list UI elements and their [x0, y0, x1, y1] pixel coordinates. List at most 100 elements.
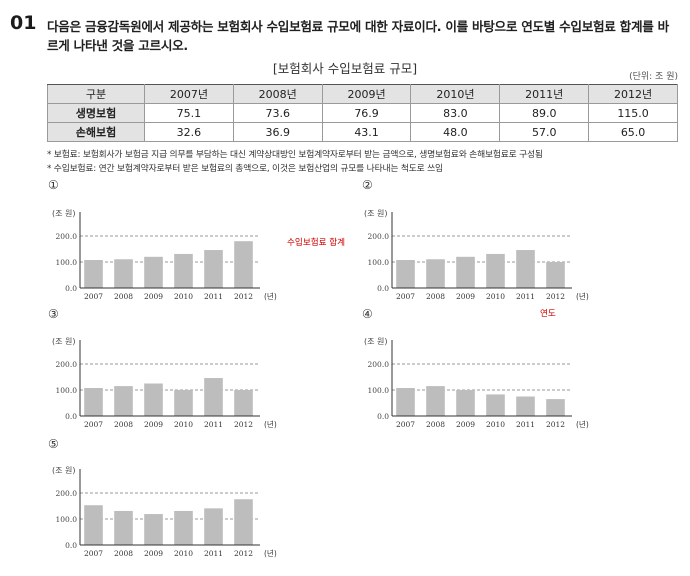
bar [114, 386, 133, 416]
x-tick-label: 2008 [114, 549, 133, 558]
option-number: ① [48, 178, 59, 192]
x-axis-label: (년) [576, 291, 589, 301]
table-cell: 57.0 [499, 122, 590, 142]
option-chart: (조 원) 0.0 100.0 200.0 2007 2008 2009 2010 2011 20… [50, 461, 290, 576]
y-tick-label: 100.0 [368, 386, 390, 395]
footnote: * 보험료: 보험회사가 보험금 지급 의무를 부담하는 대신 계약상대방인 보… [47, 150, 543, 160]
bar [396, 387, 415, 416]
bar [174, 510, 193, 545]
y-tick-label: 0.0 [65, 541, 77, 550]
x-tick-label: 2007 [84, 549, 103, 558]
x-tick-label: 2008 [114, 420, 133, 429]
x-tick-label: 2009 [144, 292, 163, 301]
table-header-year: 2012년 [588, 84, 678, 104]
table-cell: 89.0 [499, 103, 590, 123]
x-tick-label: 2011 [204, 549, 223, 558]
table-header-year: 2007년 [144, 84, 234, 104]
bar-chart-svg: (조 원) 0.0 100.0 200.0 2007 2008 2009 2010 2011 20… [364, 337, 589, 429]
x-tick-label: 2008 [426, 420, 445, 429]
y-axis-label: (조 원) [52, 466, 76, 475]
bar [234, 241, 253, 288]
bar [234, 390, 253, 416]
bar [144, 383, 163, 416]
x-tick-label: 2011 [204, 292, 223, 301]
table-header-row: 구분 2007년 2008년 2009년 2010년 2011년 2012년 [47, 84, 678, 104]
table-cell: 75.1 [144, 103, 234, 123]
x-tick-label: 2010 [174, 420, 193, 429]
bar [84, 259, 103, 288]
y-tick-label: 200.0 [368, 232, 390, 241]
x-tick-label: 2008 [426, 292, 445, 301]
bar [204, 508, 223, 545]
footnote: * 수입보험료: 연간 보험계약자로부터 받은 보험료의 총액으로, 이것은 보… [47, 163, 443, 174]
bar [426, 386, 445, 416]
y-axis-label: (조 원) [364, 337, 388, 346]
bar [204, 378, 223, 416]
x-tick-label: 2009 [456, 292, 475, 301]
x-axis-label: (년) [264, 291, 277, 301]
x-tick-label: 2011 [516, 420, 535, 429]
table-cell: 115.0 [588, 103, 678, 123]
table-title: [보험회사 수입보험료 규모] [272, 61, 418, 76]
table-cell: 32.6 [144, 122, 234, 142]
question-text: 다음은 금융감독원에서 제공하는 보험회사 수입보험료 규모에 대한 자료이다.… [47, 19, 669, 53]
option-number: ② [362, 178, 373, 192]
bar [114, 510, 133, 545]
bar [516, 250, 535, 288]
x-tick-label: 2012 [546, 420, 565, 429]
option-chart: (조 원) 0.0 100.0 200.0 2007 2008 2009 2010 2011 20… [50, 204, 290, 319]
footnotes: * 보험료: 보험회사가 보험금 지급 의무를 부담하는 대신 계약상대방인 보… [47, 149, 543, 176]
option-chart: (조 원) 0.0 100.0 200.0 2007 2008 2009 2010 2011 20… [362, 332, 602, 447]
bar [144, 256, 163, 288]
table-cell: 76.9 [321, 103, 412, 123]
y-tick-label: 200.0 [56, 232, 78, 241]
x-axis-annotation: 연도 [540, 309, 556, 319]
bar [456, 256, 475, 288]
y-axis-label: (조 원) [52, 209, 76, 218]
bar [486, 253, 505, 288]
y-tick-label: 0.0 [65, 412, 77, 421]
table-row: 손해보험 32.6 36.9 43.1 48.0 57.0 65.0 [47, 122, 678, 142]
bar-chart-svg: (조 원) 0.0 100.0 200.0 2007 2008 2009 2010 2011 20… [52, 209, 277, 301]
table-row: 생명보험 75.1 73.6 76.9 83.0 89.0 115.0 [47, 103, 678, 123]
x-axis-label: (년) [576, 419, 589, 429]
x-tick-label: 2010 [486, 292, 505, 301]
x-tick-label: 2009 [456, 420, 475, 429]
bar-chart-svg: (조 원) 0.0 100.0 200.0 2007 2008 2009 2010 2011 20… [364, 209, 589, 301]
bar [234, 499, 253, 545]
x-tick-label: 2008 [114, 292, 133, 301]
y-tick-label: 200.0 [56, 489, 78, 498]
table-header-year: 2011년 [499, 84, 590, 104]
table-cell: 83.0 [410, 103, 501, 123]
table-cell: 36.9 [232, 122, 323, 142]
x-tick-label: 2010 [174, 549, 193, 558]
x-tick-label: 2007 [84, 420, 103, 429]
bar [546, 399, 565, 416]
x-tick-label: 2007 [396, 420, 415, 429]
bar [174, 253, 193, 288]
bar [396, 259, 415, 288]
bar [546, 262, 565, 288]
bar [144, 514, 163, 545]
x-tick-label: 2011 [204, 420, 223, 429]
option-chart: (조 원) 0.0 100.0 200.0 2007 2008 2009 2010 2011 20… [362, 204, 602, 319]
bar-chart-svg: (조 원) 0.0 100.0 200.0 2007 2008 2009 2010 2011 20… [52, 337, 277, 429]
y-axis-label: (조 원) [52, 337, 76, 346]
x-tick-label: 2011 [516, 292, 535, 301]
bar [84, 505, 103, 545]
x-tick-label: 2012 [234, 549, 253, 558]
option-number: ③ [48, 307, 59, 321]
y-tick-label: 0.0 [65, 284, 77, 293]
option-chart: (조 원) 0.0 100.0 200.0 2007 2008 2009 2010 2011 20… [50, 332, 290, 447]
x-tick-label: 2009 [144, 420, 163, 429]
table-cell: 73.6 [232, 103, 323, 123]
table-row-label: 손해보험 [47, 122, 145, 142]
x-tick-label: 2007 [84, 292, 103, 301]
bar [516, 396, 535, 416]
y-tick-label: 0.0 [377, 284, 389, 293]
table-cell: 65.0 [588, 122, 678, 142]
x-axis-label: (년) [264, 419, 277, 429]
option-number: ⑤ [48, 437, 59, 451]
x-tick-label: 2012 [234, 292, 253, 301]
x-tick-label: 2010 [174, 292, 193, 301]
